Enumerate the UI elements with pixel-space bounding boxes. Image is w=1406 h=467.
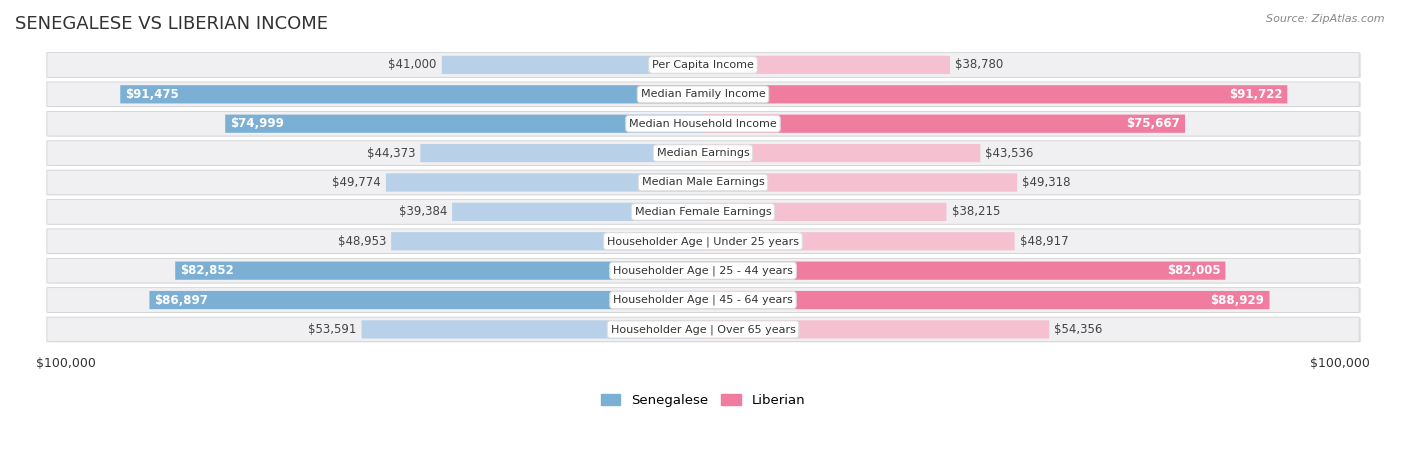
Text: Source: ZipAtlas.com: Source: ZipAtlas.com xyxy=(1267,14,1385,24)
FancyBboxPatch shape xyxy=(49,200,1361,225)
FancyBboxPatch shape xyxy=(49,82,1361,107)
FancyBboxPatch shape xyxy=(703,291,1270,309)
FancyBboxPatch shape xyxy=(49,229,1361,254)
FancyBboxPatch shape xyxy=(49,170,1361,195)
FancyBboxPatch shape xyxy=(453,203,703,221)
Text: $53,591: $53,591 xyxy=(308,323,357,336)
Text: $82,005: $82,005 xyxy=(1167,264,1220,277)
Text: $74,999: $74,999 xyxy=(231,117,284,130)
Text: $91,722: $91,722 xyxy=(1229,88,1282,101)
FancyBboxPatch shape xyxy=(46,229,1360,254)
Text: Median Family Income: Median Family Income xyxy=(641,89,765,99)
Text: $88,929: $88,929 xyxy=(1211,294,1264,306)
Text: Householder Age | 25 - 44 years: Householder Age | 25 - 44 years xyxy=(613,265,793,276)
FancyBboxPatch shape xyxy=(703,232,1015,250)
Text: $86,897: $86,897 xyxy=(155,294,208,306)
FancyBboxPatch shape xyxy=(121,85,703,103)
FancyBboxPatch shape xyxy=(46,199,1360,224)
FancyBboxPatch shape xyxy=(46,111,1360,136)
FancyBboxPatch shape xyxy=(49,53,1361,78)
FancyBboxPatch shape xyxy=(703,114,1185,133)
Text: $91,475: $91,475 xyxy=(125,88,179,101)
Text: $39,384: $39,384 xyxy=(399,205,447,219)
FancyBboxPatch shape xyxy=(46,288,1360,312)
FancyBboxPatch shape xyxy=(46,170,1360,195)
FancyBboxPatch shape xyxy=(46,317,1360,342)
Text: $48,917: $48,917 xyxy=(1019,235,1069,248)
FancyBboxPatch shape xyxy=(703,203,946,221)
Text: $41,000: $41,000 xyxy=(388,58,437,71)
FancyBboxPatch shape xyxy=(703,144,980,162)
Text: Householder Age | 45 - 64 years: Householder Age | 45 - 64 years xyxy=(613,295,793,305)
Text: Per Capita Income: Per Capita Income xyxy=(652,60,754,70)
Text: $44,373: $44,373 xyxy=(367,147,415,160)
FancyBboxPatch shape xyxy=(441,56,703,74)
FancyBboxPatch shape xyxy=(49,112,1361,136)
Text: $75,667: $75,667 xyxy=(1126,117,1180,130)
FancyBboxPatch shape xyxy=(49,259,1361,283)
FancyBboxPatch shape xyxy=(49,141,1361,166)
Text: $43,536: $43,536 xyxy=(986,147,1033,160)
FancyBboxPatch shape xyxy=(703,56,950,74)
Text: $54,356: $54,356 xyxy=(1054,323,1102,336)
FancyBboxPatch shape xyxy=(361,320,703,339)
FancyBboxPatch shape xyxy=(391,232,703,250)
FancyBboxPatch shape xyxy=(703,320,1049,339)
FancyBboxPatch shape xyxy=(420,144,703,162)
Text: Median Male Earnings: Median Male Earnings xyxy=(641,177,765,187)
Text: $82,852: $82,852 xyxy=(180,264,233,277)
FancyBboxPatch shape xyxy=(46,258,1360,283)
Text: Median Household Income: Median Household Income xyxy=(628,119,778,129)
Text: $49,774: $49,774 xyxy=(332,176,381,189)
FancyBboxPatch shape xyxy=(225,114,703,133)
Text: Householder Age | Under 25 years: Householder Age | Under 25 years xyxy=(607,236,799,247)
FancyBboxPatch shape xyxy=(46,141,1360,165)
Text: $38,215: $38,215 xyxy=(952,205,1000,219)
Text: Median Female Earnings: Median Female Earnings xyxy=(634,207,772,217)
FancyBboxPatch shape xyxy=(49,288,1361,313)
Text: SENEGALESE VS LIBERIAN INCOME: SENEGALESE VS LIBERIAN INCOME xyxy=(15,15,328,33)
FancyBboxPatch shape xyxy=(703,85,1288,103)
FancyBboxPatch shape xyxy=(385,173,703,191)
Text: Householder Age | Over 65 years: Householder Age | Over 65 years xyxy=(610,324,796,335)
Text: $48,953: $48,953 xyxy=(337,235,387,248)
Text: Median Earnings: Median Earnings xyxy=(657,148,749,158)
FancyBboxPatch shape xyxy=(46,82,1360,106)
Legend: Senegalese, Liberian: Senegalese, Liberian xyxy=(595,389,811,413)
FancyBboxPatch shape xyxy=(703,173,1017,191)
Text: $49,318: $49,318 xyxy=(1022,176,1071,189)
FancyBboxPatch shape xyxy=(703,262,1226,280)
Text: $38,780: $38,780 xyxy=(955,58,1004,71)
FancyBboxPatch shape xyxy=(49,318,1361,342)
FancyBboxPatch shape xyxy=(46,53,1360,77)
FancyBboxPatch shape xyxy=(149,291,703,309)
FancyBboxPatch shape xyxy=(176,262,703,280)
